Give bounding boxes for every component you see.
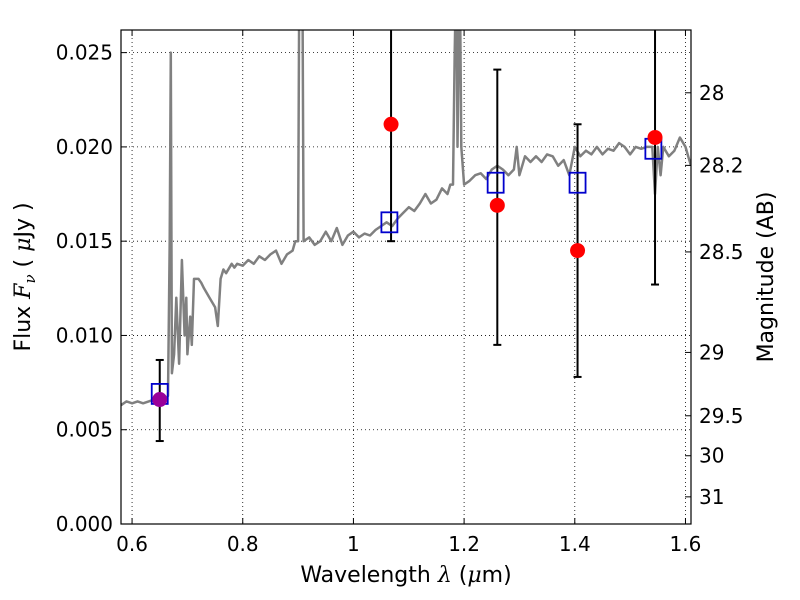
y2-tick-label: 28 bbox=[699, 81, 724, 105]
plot-background bbox=[121, 30, 691, 524]
x-tick-label: 0.8 bbox=[227, 532, 259, 556]
y-tick-label: 0.025 bbox=[56, 41, 113, 65]
y-axis-ticks: 0.000 0.005 0.010 0.015 0.020 0.025 bbox=[56, 41, 127, 536]
y2-tick-label: 29.5 bbox=[699, 404, 744, 428]
measured-point bbox=[489, 197, 505, 213]
model-square-point bbox=[380, 211, 399, 234]
y2-tick-label: 28.5 bbox=[699, 240, 744, 264]
measured-point bbox=[570, 243, 586, 259]
x-tick-label: 1.6 bbox=[670, 532, 702, 556]
x-tick-label: 1.2 bbox=[448, 532, 480, 556]
x-tick-label: 0.6 bbox=[116, 532, 148, 556]
y2-axis-label: Magnitude (AB) bbox=[754, 192, 779, 363]
measured-point bbox=[383, 116, 399, 132]
spectrum-line bbox=[121, 30, 691, 407]
y-tick-label: 0.015 bbox=[56, 229, 113, 253]
measured-point bbox=[647, 129, 663, 145]
y-tick-label: 0.010 bbox=[56, 323, 113, 347]
x-tick-label: 1 bbox=[347, 532, 360, 556]
y-axis-label: Flux Fν ( μJy ) bbox=[11, 202, 39, 351]
plot-frame bbox=[120, 29, 692, 525]
y-tick-label: 0.020 bbox=[56, 135, 113, 159]
y2-axis-ticks: 28 28.2 28.5 29 29.5 30 31 bbox=[685, 81, 744, 509]
y-tick-label: 0.000 bbox=[56, 512, 113, 536]
y2-tick-label: 30 bbox=[699, 444, 724, 468]
error-bars bbox=[150, 30, 663, 443]
model-square-point bbox=[568, 171, 587, 194]
y2-tick-label: 28.2 bbox=[699, 153, 744, 177]
model-square-point bbox=[486, 171, 505, 194]
y-tick-label: 0.005 bbox=[56, 418, 113, 442]
plot-area bbox=[121, 30, 691, 407]
y2-tick-label: 31 bbox=[699, 485, 724, 509]
measured-point bbox=[152, 392, 168, 408]
x-axis-ticks: 0.6 0.8 1 1.2 1.4 1.6 bbox=[116, 30, 701, 556]
x-tick-label: 1.4 bbox=[559, 532, 591, 556]
x-axis-label: Wavelength λ (μm) bbox=[300, 563, 511, 588]
y2-tick-label: 29 bbox=[699, 340, 724, 364]
